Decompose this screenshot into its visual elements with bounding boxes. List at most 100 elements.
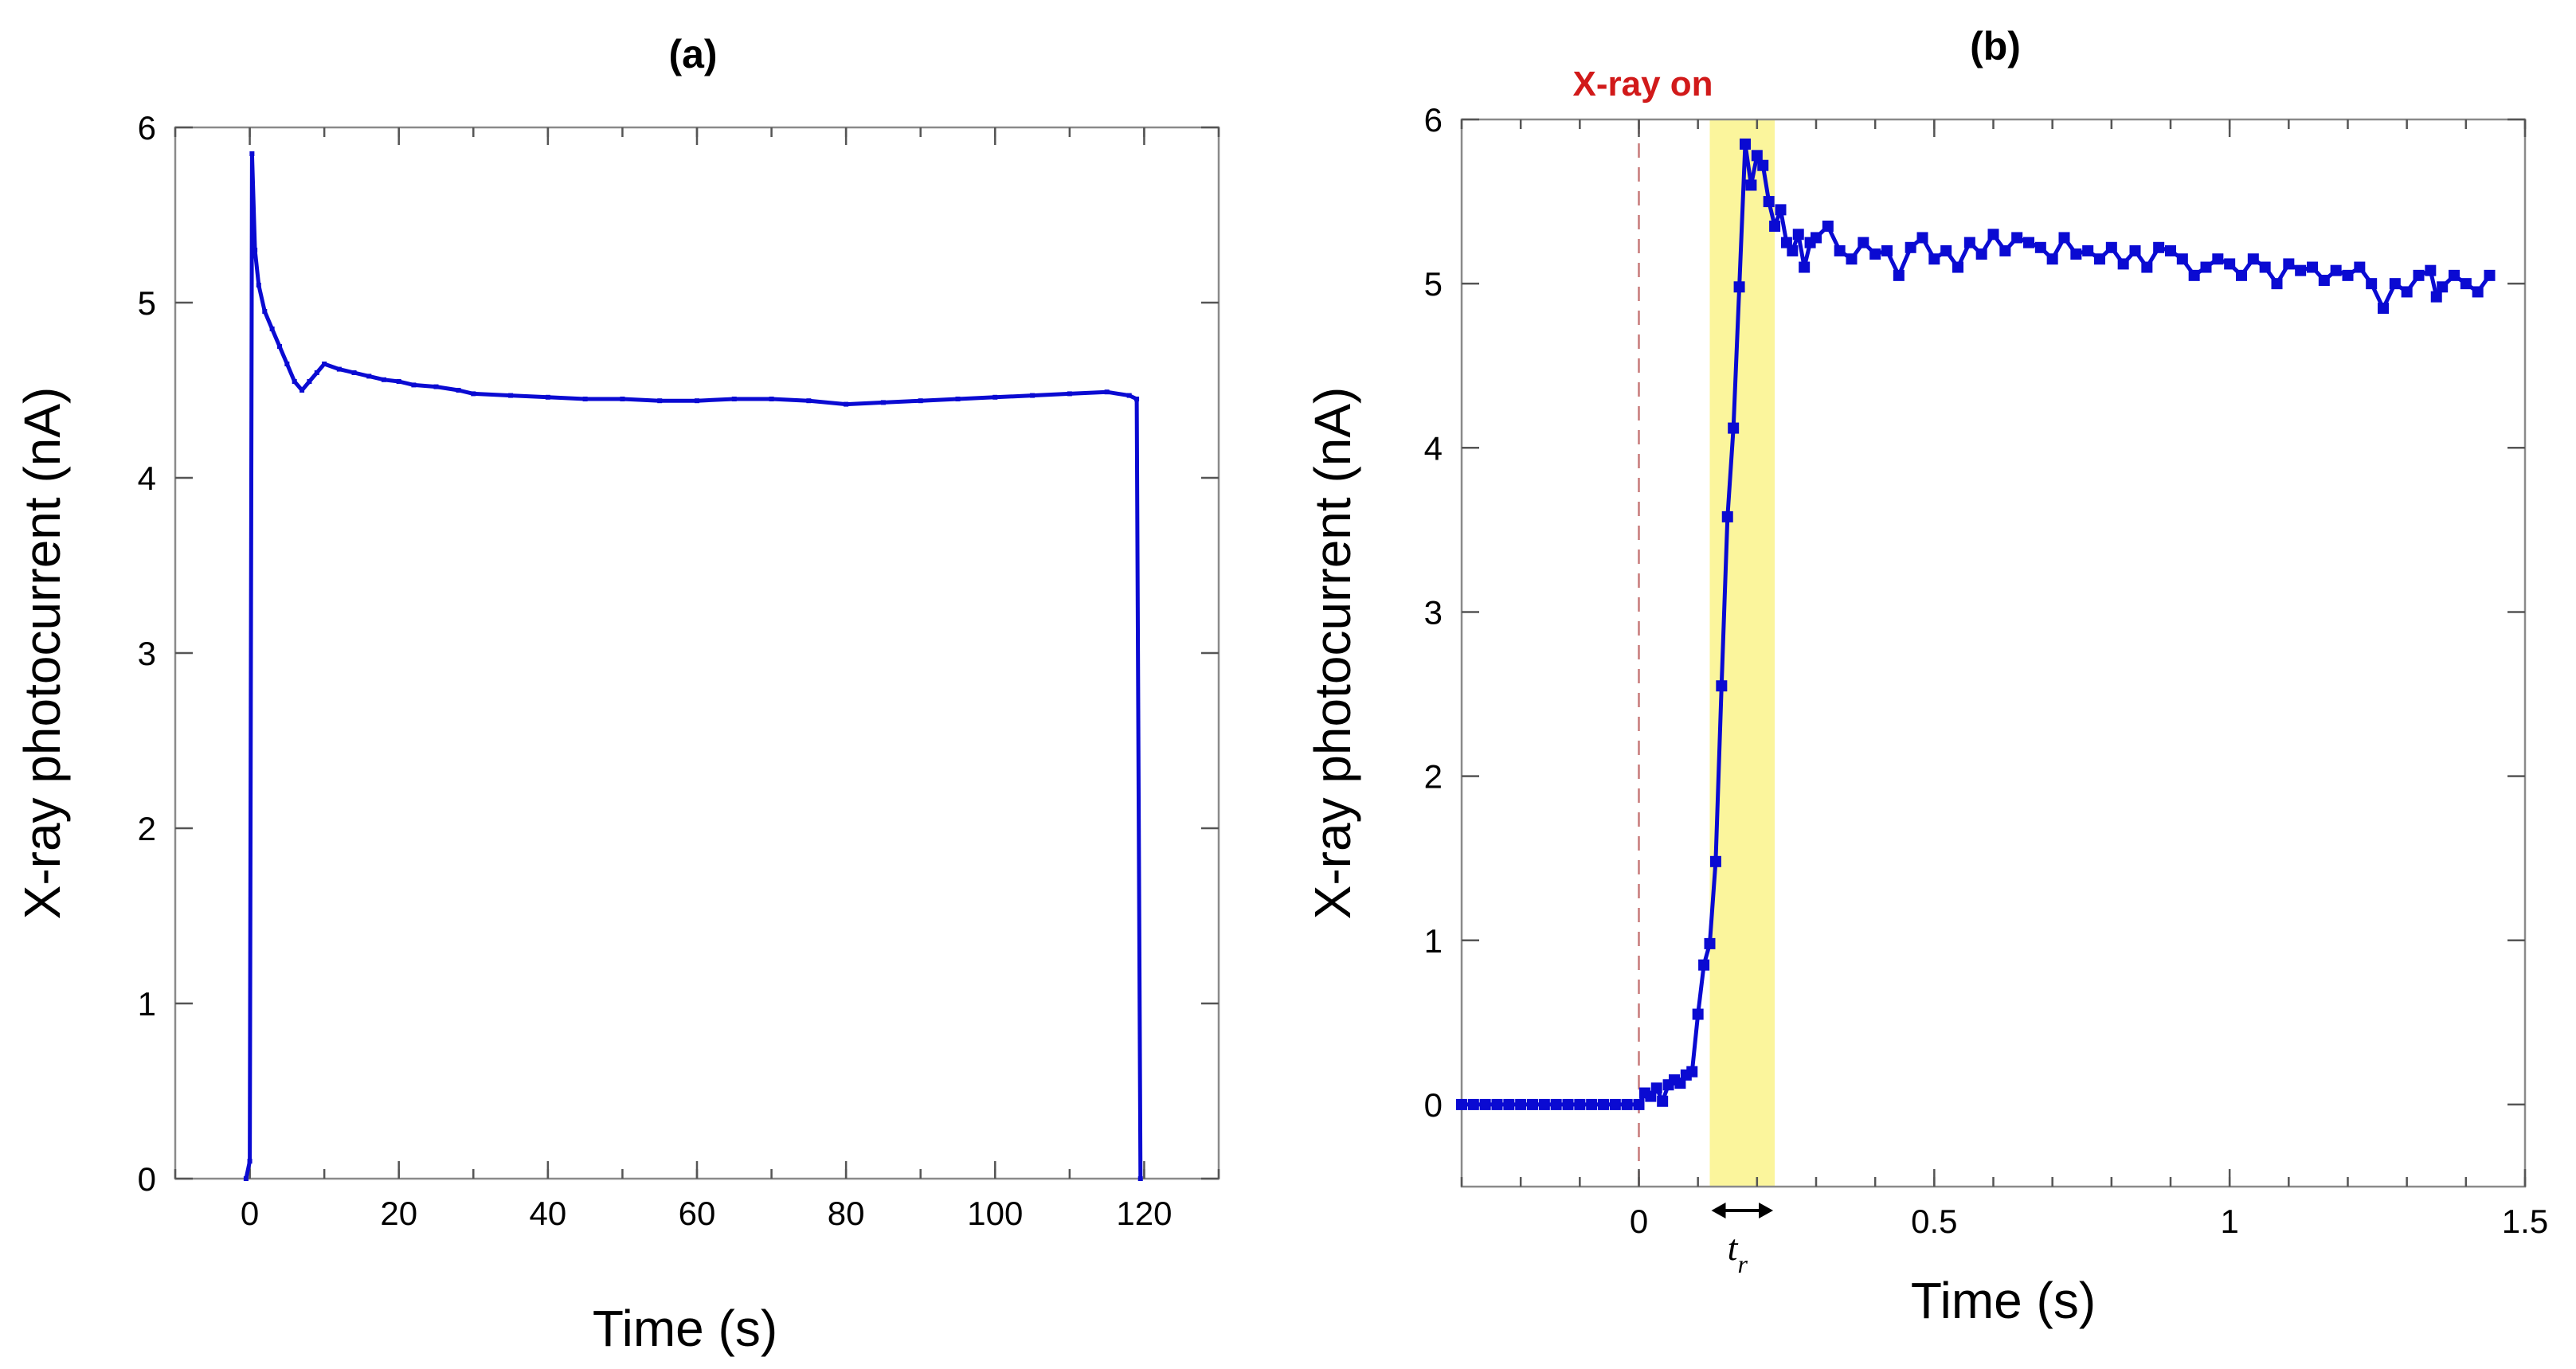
x-tick-label: 60	[679, 1195, 716, 1232]
x-tick-label: 0	[1630, 1203, 1648, 1240]
data-point	[2330, 264, 2342, 276]
data-point	[396, 379, 401, 384]
data-point	[2484, 269, 2496, 281]
y-tick-label: 0	[1424, 1086, 1443, 1124]
x-tick-label: 120	[1116, 1195, 1172, 1232]
panel-a-ticks	[174, 126, 1220, 1180]
data-point	[1609, 1098, 1621, 1110]
panel-b-series-line	[1462, 142, 2492, 1107]
x-tick-label: 20	[380, 1195, 417, 1232]
x-ray-on-label: X-ray on	[1572, 65, 1713, 104]
data-point	[1562, 1098, 1574, 1110]
data-point	[2224, 258, 2236, 270]
panel-b-title: (b)	[1970, 24, 2021, 68]
data-point	[269, 327, 275, 331]
data-point	[382, 377, 386, 382]
data-point	[1858, 237, 1869, 248]
data-point	[2011, 232, 2023, 244]
data-point	[2046, 253, 2058, 265]
data-point	[1811, 232, 1822, 244]
data-point	[2259, 261, 2271, 273]
data-point	[336, 366, 342, 372]
y-tick-label: 6	[1424, 101, 1443, 139]
data-point	[1940, 244, 1952, 256]
data-point	[1905, 241, 1916, 253]
data-point	[322, 362, 327, 366]
y-tick-label: 2	[138, 810, 156, 847]
data-point	[1792, 229, 1804, 241]
data-point	[2413, 269, 2425, 281]
panel-a-tick-labels: 0 20 40 60 80 100 120 0 1 2 3 4 5 6	[138, 109, 1173, 1232]
data-point	[1067, 391, 1072, 397]
data-point	[1799, 261, 1811, 273]
y-tick-label: 6	[138, 109, 156, 147]
data-point	[582, 397, 588, 401]
data-point	[955, 397, 961, 401]
data-point	[1881, 244, 1893, 256]
rise-time-symbol: t	[1728, 1227, 1739, 1268]
data-point	[1763, 196, 1775, 208]
data-point	[1030, 393, 1035, 398]
data-point	[1733, 281, 1745, 293]
data-point	[1598, 1098, 1609, 1110]
panel-b-plot-frame	[1460, 118, 2527, 1188]
data-point	[1987, 229, 1999, 241]
data-point	[2176, 253, 2188, 265]
data-point	[277, 344, 282, 349]
panel-b-y-axis-label: X-ray photocurrent (nA)	[1304, 387, 1361, 920]
panel-a-data-points	[243, 151, 1143, 1181]
data-point	[2117, 258, 2129, 270]
data-point	[456, 388, 461, 393]
data-point	[1456, 1098, 1467, 1110]
data-point	[2354, 261, 2366, 273]
y-tick-label: 1	[138, 985, 156, 1023]
data-point	[1822, 221, 1834, 232]
data-point	[2425, 264, 2437, 276]
data-point	[1769, 221, 1781, 232]
data-point	[2141, 261, 2153, 273]
data-point	[1834, 244, 1846, 256]
data-point	[351, 370, 357, 375]
data-point	[657, 398, 663, 404]
data-point	[2449, 269, 2460, 281]
data-point	[2129, 244, 2141, 256]
data-point	[1975, 248, 1987, 260]
data-point	[1686, 1066, 1698, 1078]
data-point	[1467, 1098, 1479, 1110]
data-point	[1650, 1082, 1662, 1094]
data-point	[2295, 264, 2307, 276]
data-point	[1963, 237, 1975, 248]
data-point	[695, 398, 699, 404]
data-point	[1126, 393, 1132, 398]
data-point	[918, 398, 923, 404]
data-point	[2307, 261, 2318, 273]
data-point	[1775, 204, 1787, 216]
y-tick-label: 5	[1424, 265, 1443, 303]
data-point	[471, 391, 476, 397]
data-point	[2200, 261, 2212, 273]
data-point	[2212, 253, 2224, 265]
data-point	[545, 394, 550, 400]
data-point	[1491, 1098, 1503, 1110]
y-tick-label: 4	[1424, 429, 1443, 467]
data-point	[1787, 244, 1799, 256]
data-point	[411, 382, 417, 388]
data-point	[2366, 278, 2378, 290]
data-point	[1716, 680, 1728, 692]
data-point	[769, 397, 774, 401]
x-tick-label: 1	[2220, 1203, 2238, 1240]
data-point	[1515, 1098, 1527, 1110]
data-point	[1869, 248, 1881, 260]
panel-b: (b) 0 0.5 1 1.5 0 1 2 3 4 5 6 X-ray on tr Time (s)…	[1304, 24, 2548, 1329]
panel-a-x-axis-label: Time (s)	[593, 1300, 777, 1357]
rise-time-annotation: tr	[1711, 1203, 1774, 1278]
data-point	[620, 397, 625, 401]
data-point	[1657, 1095, 1669, 1107]
panel-a-title: (a)	[668, 32, 717, 76]
data-point	[731, 397, 737, 401]
x-tick-label: 0.5	[1911, 1203, 1957, 1240]
panel-b-x-axis-label: Time (s)	[1911, 1272, 2096, 1329]
data-point	[1538, 1098, 1550, 1110]
y-tick-label: 4	[138, 460, 156, 497]
panel-b-tick-labels: 0 0.5 1 1.5 0 1 2 3 4 5 6	[1424, 101, 2549, 1240]
